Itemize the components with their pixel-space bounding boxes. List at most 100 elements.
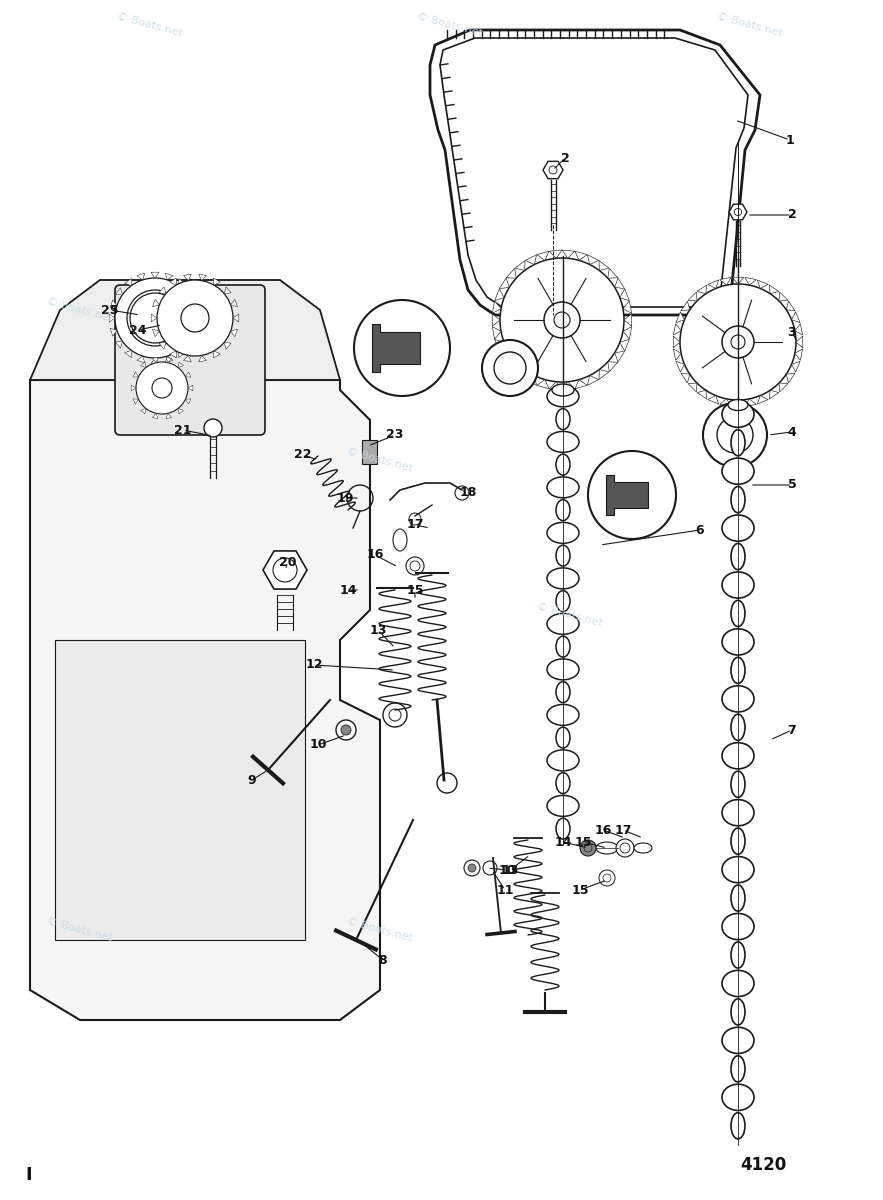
Text: 21: 21 <box>174 424 192 437</box>
Polygon shape <box>109 314 115 322</box>
Polygon shape <box>795 324 803 335</box>
Circle shape <box>409 514 421 526</box>
Ellipse shape <box>547 659 579 680</box>
Text: 13: 13 <box>369 624 387 636</box>
Ellipse shape <box>547 432 579 452</box>
Polygon shape <box>184 355 192 362</box>
Polygon shape <box>187 288 194 294</box>
Circle shape <box>354 300 450 396</box>
Polygon shape <box>187 342 194 348</box>
Circle shape <box>336 720 356 740</box>
Polygon shape <box>732 400 743 407</box>
Polygon shape <box>185 398 191 404</box>
Ellipse shape <box>547 386 579 407</box>
Polygon shape <box>779 292 788 301</box>
Ellipse shape <box>556 499 570 521</box>
Circle shape <box>599 870 615 886</box>
Polygon shape <box>562 250 575 258</box>
Polygon shape <box>430 30 760 314</box>
Text: I: I <box>25 1166 32 1184</box>
Ellipse shape <box>556 773 570 793</box>
Ellipse shape <box>722 913 754 940</box>
Circle shape <box>483 862 497 875</box>
Ellipse shape <box>547 796 579 816</box>
Circle shape <box>482 340 538 396</box>
Ellipse shape <box>722 799 754 826</box>
Text: 16: 16 <box>594 823 612 836</box>
Text: 2: 2 <box>561 151 570 164</box>
Polygon shape <box>110 329 117 336</box>
Circle shape <box>383 703 407 727</box>
Polygon shape <box>608 269 618 278</box>
Ellipse shape <box>547 750 579 770</box>
Polygon shape <box>515 370 525 379</box>
Polygon shape <box>537 251 549 260</box>
Polygon shape <box>791 312 800 323</box>
Polygon shape <box>214 278 221 286</box>
Polygon shape <box>151 358 159 364</box>
Polygon shape <box>153 358 158 362</box>
Polygon shape <box>159 342 166 349</box>
Polygon shape <box>599 370 609 379</box>
Polygon shape <box>708 280 719 288</box>
Circle shape <box>703 403 767 467</box>
Ellipse shape <box>731 1056 745 1082</box>
Ellipse shape <box>722 401 754 427</box>
Polygon shape <box>681 301 690 311</box>
Polygon shape <box>698 390 707 400</box>
FancyBboxPatch shape <box>115 284 265 434</box>
Text: 22: 22 <box>294 449 312 462</box>
Circle shape <box>437 773 457 793</box>
Ellipse shape <box>731 772 745 797</box>
Text: 9: 9 <box>248 774 256 786</box>
Ellipse shape <box>556 727 570 748</box>
Polygon shape <box>165 274 173 280</box>
Polygon shape <box>623 301 631 313</box>
Polygon shape <box>549 250 562 258</box>
Text: 1: 1 <box>786 133 795 146</box>
Polygon shape <box>125 350 132 358</box>
Ellipse shape <box>731 998 745 1025</box>
Ellipse shape <box>556 682 570 702</box>
Polygon shape <box>791 361 800 372</box>
Text: 15: 15 <box>571 883 589 896</box>
Polygon shape <box>170 350 177 358</box>
Ellipse shape <box>547 476 579 498</box>
Polygon shape <box>133 398 139 404</box>
Polygon shape <box>758 280 768 288</box>
Polygon shape <box>137 356 145 362</box>
Polygon shape <box>30 280 340 380</box>
Polygon shape <box>525 254 537 264</box>
Polygon shape <box>178 278 185 286</box>
Ellipse shape <box>731 600 745 626</box>
Text: 8: 8 <box>379 954 388 966</box>
Ellipse shape <box>731 714 745 740</box>
Text: 5: 5 <box>788 479 796 492</box>
Ellipse shape <box>596 842 618 854</box>
Ellipse shape <box>722 629 754 655</box>
Text: 18: 18 <box>459 486 477 498</box>
Text: 4: 4 <box>788 426 796 438</box>
Text: 10: 10 <box>309 738 327 751</box>
Polygon shape <box>153 299 159 307</box>
Ellipse shape <box>547 613 579 635</box>
Polygon shape <box>133 372 139 377</box>
Ellipse shape <box>556 818 570 839</box>
Polygon shape <box>720 398 731 407</box>
Text: 24: 24 <box>129 324 147 336</box>
Polygon shape <box>170 278 177 286</box>
Ellipse shape <box>722 572 754 598</box>
Polygon shape <box>729 204 747 220</box>
Text: 20: 20 <box>279 556 297 569</box>
Ellipse shape <box>731 884 745 911</box>
Ellipse shape <box>556 409 570 430</box>
Polygon shape <box>624 313 631 326</box>
Polygon shape <box>188 385 192 391</box>
Polygon shape <box>674 324 681 335</box>
Ellipse shape <box>722 515 754 541</box>
Text: 7: 7 <box>788 724 796 737</box>
Ellipse shape <box>634 842 652 853</box>
Ellipse shape <box>552 384 574 396</box>
Polygon shape <box>676 361 684 372</box>
Polygon shape <box>506 269 517 278</box>
